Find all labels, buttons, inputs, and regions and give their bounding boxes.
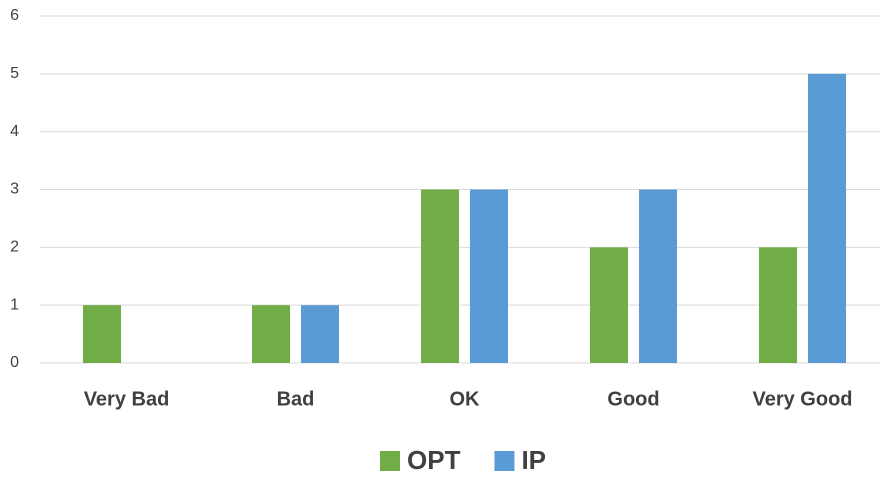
legend-label: OPT (407, 445, 461, 475)
y-tick-label: 5 (10, 65, 19, 82)
x-tick-label: Good (607, 388, 659, 410)
legend-item: OPT (380, 445, 461, 475)
y-tick-label: 3 (10, 181, 19, 198)
y-tick-label: 6 (10, 7, 19, 24)
legend-swatch (380, 451, 400, 471)
legend-label: IP (521, 445, 546, 475)
y-tick-label: 2 (10, 239, 19, 256)
bar (639, 189, 677, 363)
y-tick-label: 0 (10, 354, 19, 371)
x-tick-label: Bad (277, 388, 315, 410)
x-tick-label: Very Good (752, 388, 852, 410)
bar (590, 247, 628, 363)
x-tick-label: OK (450, 388, 481, 410)
legend-swatch (494, 451, 515, 471)
y-tick-label: 1 (10, 296, 19, 313)
bar (470, 189, 508, 363)
y-tick-label: 4 (10, 123, 19, 140)
bar (759, 247, 797, 363)
bar (83, 305, 121, 363)
bar (301, 305, 339, 363)
legend-item: IP (494, 445, 546, 475)
x-tick-label: Very Bad (84, 388, 170, 410)
bar (421, 189, 459, 363)
bar (808, 73, 846, 363)
bar (252, 305, 290, 363)
